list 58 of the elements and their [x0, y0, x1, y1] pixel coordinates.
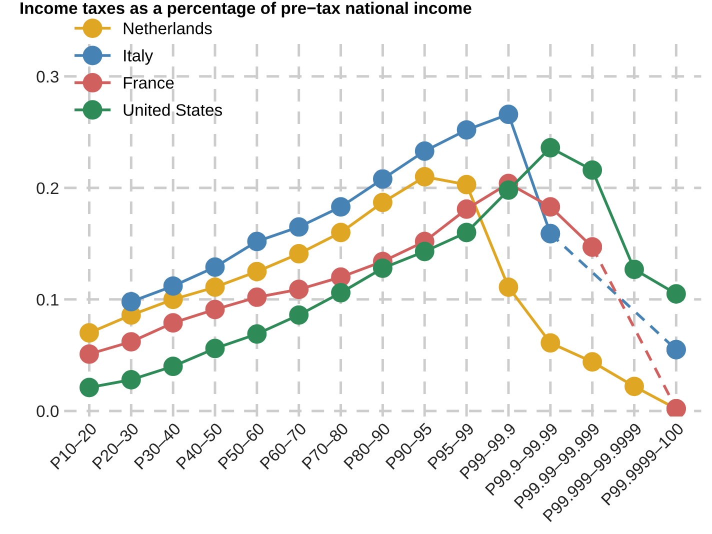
point [121, 292, 141, 312]
point [289, 305, 309, 325]
point [498, 104, 518, 124]
point [80, 323, 99, 343]
point [414, 242, 434, 262]
y-tick-label: 0.3 [36, 70, 58, 83]
point [247, 324, 267, 344]
point [163, 356, 183, 376]
point [414, 141, 434, 161]
point [289, 217, 309, 237]
point [247, 262, 267, 282]
legend-label: Netherlands [124, 22, 212, 34]
point [540, 138, 560, 158]
legend-label: France [124, 77, 174, 89]
point [121, 370, 141, 390]
point [624, 376, 644, 396]
legend-label: United States [124, 104, 222, 116]
point [456, 199, 476, 219]
point [331, 283, 350, 302]
point [582, 237, 602, 257]
point [331, 222, 350, 242]
point [205, 277, 225, 297]
point [456, 120, 476, 140]
point [624, 260, 644, 280]
point [498, 277, 518, 297]
point [666, 340, 686, 360]
point [205, 338, 225, 358]
point [456, 174, 476, 194]
point [540, 333, 560, 353]
point [247, 232, 267, 252]
point [498, 180, 518, 200]
point [80, 344, 99, 364]
point [666, 284, 686, 304]
point [331, 197, 350, 217]
point [456, 222, 476, 242]
point [163, 313, 183, 333]
point [247, 287, 267, 307]
point [289, 280, 309, 300]
chart-title: Income taxes as a percentage of pre−tax national income [20, 2, 472, 18]
point [205, 257, 225, 277]
point [582, 160, 602, 180]
point [205, 300, 225, 320]
point [540, 224, 560, 244]
y-tick-label: 0.2 [36, 182, 58, 194]
point [372, 169, 392, 189]
point [372, 258, 392, 278]
legend-label: Italy [124, 49, 154, 65]
point [80, 378, 99, 398]
y-tick-label: 0.0 [36, 405, 59, 418]
point [289, 244, 309, 264]
point [163, 276, 183, 296]
point [331, 267, 350, 287]
y-tick-label: 0.1 [36, 294, 58, 306]
point [121, 332, 141, 352]
point [582, 352, 602, 372]
point [372, 192, 392, 212]
point [540, 197, 560, 217]
point [414, 167, 434, 186]
